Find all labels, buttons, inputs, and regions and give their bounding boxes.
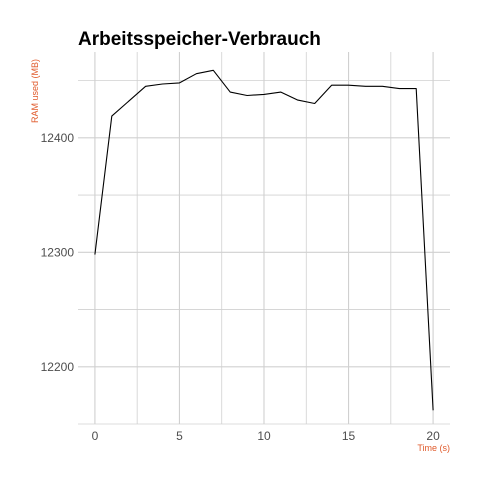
x-tick-label: 0 <box>92 429 99 443</box>
y-tick-label: 12300 <box>41 245 75 259</box>
series-layer <box>94 69 434 411</box>
x-tick-label: 10 <box>257 429 271 443</box>
y-tick-label: 12400 <box>41 131 75 145</box>
x-axis-label: Time (s) <box>417 443 450 453</box>
major-grid <box>78 52 450 424</box>
series-line <box>94 69 434 411</box>
x-tick-labels: 0 5 10 15 20 <box>92 429 441 443</box>
chart-title: Arbeitsspeicher-Verbrauch <box>78 29 321 50</box>
y-tick-label: 12200 <box>41 360 75 374</box>
y-axis-label: RAM used (MB) <box>30 59 40 123</box>
x-tick-label: 15 <box>342 429 356 443</box>
x-tick-label: 20 <box>426 429 440 443</box>
x-tick-label: 5 <box>176 429 183 443</box>
y-tick-labels: 12200 12300 12400 <box>41 131 75 374</box>
